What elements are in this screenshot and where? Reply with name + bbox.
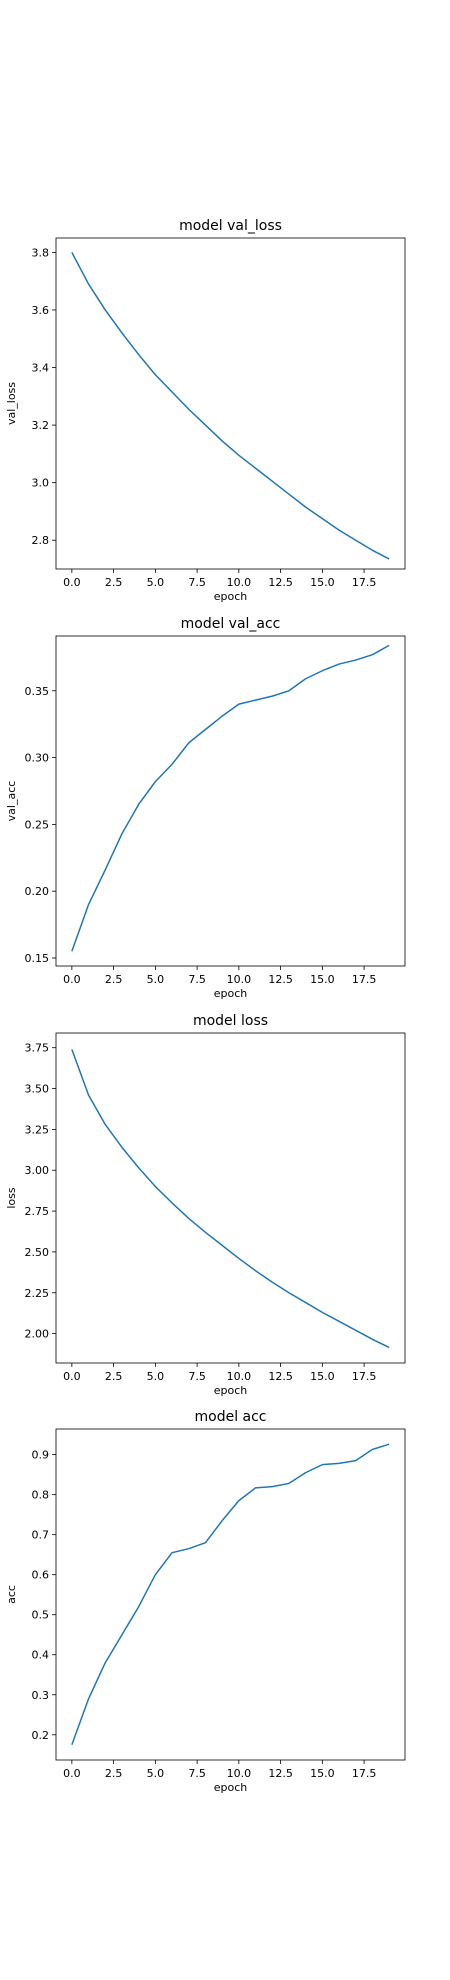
chart-1-xtick-label: 2.5 — [105, 576, 123, 589]
chart-4-ytick-label: 0.6 — [32, 1569, 50, 1582]
chart-4: model acc 0.0 2.5 5.0 7.5 10.0 12.5 15.0 17.5 0.2… — [5, 1409, 406, 1794]
chart-3-xtick-label: 2.5 — [105, 1370, 123, 1383]
chart-2-xtick-label: 2.5 — [105, 973, 123, 986]
chart-2-ytick-label: 0.15 — [25, 952, 50, 965]
chart-1-series-line — [71, 252, 390, 560]
chart-4-xtick-label: 15.0 — [310, 1767, 335, 1780]
chart-3-ytick-label: 2.00 — [25, 1328, 50, 1341]
chart-2-ytick-label: 0.20 — [25, 885, 50, 898]
chart-1-xtick-label: 10.0 — [227, 576, 252, 589]
chart-2-ytick-label: 0.25 — [25, 818, 50, 831]
chart-4-xtick-label: 17.5 — [352, 1767, 377, 1780]
chart-1-ytick-label: 3.8 — [32, 246, 50, 259]
chart-3-ytick-label: 3.00 — [25, 1164, 50, 1177]
chart-2-xtick-label: 15.0 — [310, 973, 335, 986]
chart-1-ytick-label: 3.6 — [32, 304, 50, 317]
chart-1-xtick-label: 5.0 — [147, 576, 165, 589]
chart-1-xtick-label: 17.5 — [352, 576, 377, 589]
chart-4-series-line — [71, 1443, 390, 1746]
chart-1-xtick-label: 15.0 — [310, 576, 335, 589]
chart-2-xtick-label: 0.0 — [63, 973, 81, 986]
chart-4-ytick-label: 0.7 — [32, 1529, 50, 1542]
chart-3-xtick-label: 0.0 — [63, 1370, 81, 1383]
chart-3-ytick-label: 2.75 — [25, 1205, 50, 1218]
chart-3-series-line — [71, 1049, 390, 1349]
chart-1-ylabel: val_loss — [5, 382, 18, 425]
chart-1-xtick-label: 7.5 — [188, 576, 206, 589]
chart-4-xtick-label: 2.5 — [105, 1767, 123, 1780]
chart-2-series-line — [71, 644, 390, 952]
chart-3-ytick-label: 3.25 — [25, 1123, 50, 1136]
chart-1-ytick-label: 2.8 — [32, 534, 50, 547]
chart-4-ytick-label: 0.9 — [32, 1449, 50, 1462]
chart-1-ytick-label: 3.0 — [32, 477, 50, 490]
chart-2-title: model val_acc — [181, 616, 281, 632]
chart-4-plot-frame — [55, 1428, 406, 1761]
chart-2-xtick-label: 5.0 — [147, 973, 165, 986]
chart-4-ytick-label: 0.3 — [32, 1689, 50, 1702]
chart-2-xlabel: epoch — [214, 987, 248, 1000]
chart-3-xtick-label: 10.0 — [227, 1370, 252, 1383]
chart-1-plot-frame — [55, 237, 406, 570]
chart-3-plot-frame — [55, 1032, 406, 1364]
chart-4-ytick-label: 0.4 — [32, 1649, 50, 1662]
chart-2-plot-frame — [55, 635, 406, 967]
chart-3-xtick-label: 5.0 — [147, 1370, 165, 1383]
chart-1-xtick-label: 0.0 — [63, 576, 81, 589]
chart-4-ytick-label: 0.8 — [32, 1489, 50, 1502]
chart-1-title: model val_loss — [179, 218, 282, 234]
chart-4-xtick-label: 12.5 — [268, 1767, 293, 1780]
chart-3-ytick-label: 3.75 — [25, 1042, 50, 1055]
chart-3-title: model loss — [193, 1013, 268, 1029]
chart-4-title: model acc — [194, 1409, 266, 1425]
chart-2-ytick-label: 0.35 — [25, 685, 50, 698]
chart-2: model val_acc 0.0 2.5 5.0 7.5 10.0 12.5 15.0 17.… — [5, 616, 406, 1000]
chart-2-xtick-label: 10.0 — [227, 973, 252, 986]
chart-2-ytick-label: 0.30 — [25, 752, 50, 765]
chart-3-xlabel: epoch — [214, 1384, 248, 1397]
chart-4-ytick-label: 0.5 — [32, 1609, 50, 1622]
chart-2-xtick-label: 17.5 — [352, 973, 377, 986]
chart-3-xtick-label: 17.5 — [352, 1370, 377, 1383]
chart-4-xtick-label: 10.0 — [227, 1767, 252, 1780]
chart-1-ytick-label: 3.2 — [32, 419, 50, 432]
chart-3-ytick-label: 2.25 — [25, 1287, 50, 1300]
chart-3-ytick-label: 2.50 — [25, 1246, 50, 1259]
chart-1-xlabel: epoch — [214, 590, 248, 603]
chart-1-ytick-label: 3.4 — [32, 362, 50, 375]
chart-3-xtick-label: 7.5 — [188, 1370, 206, 1383]
chart-2-xtick-label: 7.5 — [188, 973, 206, 986]
chart-4-xtick-label: 0.0 — [63, 1767, 81, 1780]
chart-3-ytick-label: 3.50 — [25, 1083, 50, 1096]
chart-2-xtick-label: 12.5 — [268, 973, 293, 986]
chart-1-xtick-label: 12.5 — [268, 576, 293, 589]
chart-4-xtick-label: 7.5 — [188, 1767, 206, 1780]
chart-4-xlabel: epoch — [214, 1781, 248, 1794]
chart-3-xtick-label: 15.0 — [310, 1370, 335, 1383]
chart-4-ylabel: acc — [5, 1585, 18, 1604]
chart-1: model val_loss 0.0 2.5 5.0 7.5 10.0 12.5 15.0 17… — [5, 218, 406, 603]
chart-3: model loss 0.0 2.5 5.0 7.5 10.0 12.5 15.0 17.5 2.… — [5, 1013, 406, 1397]
chart-2-ylabel: val_acc — [5, 781, 18, 822]
chart-4-ytick-label: 0.2 — [32, 1729, 50, 1742]
chart-3-ylabel: loss — [5, 1187, 18, 1209]
chart-3-xtick-label: 12.5 — [268, 1370, 293, 1383]
chart-4-xtick-label: 5.0 — [147, 1767, 165, 1780]
